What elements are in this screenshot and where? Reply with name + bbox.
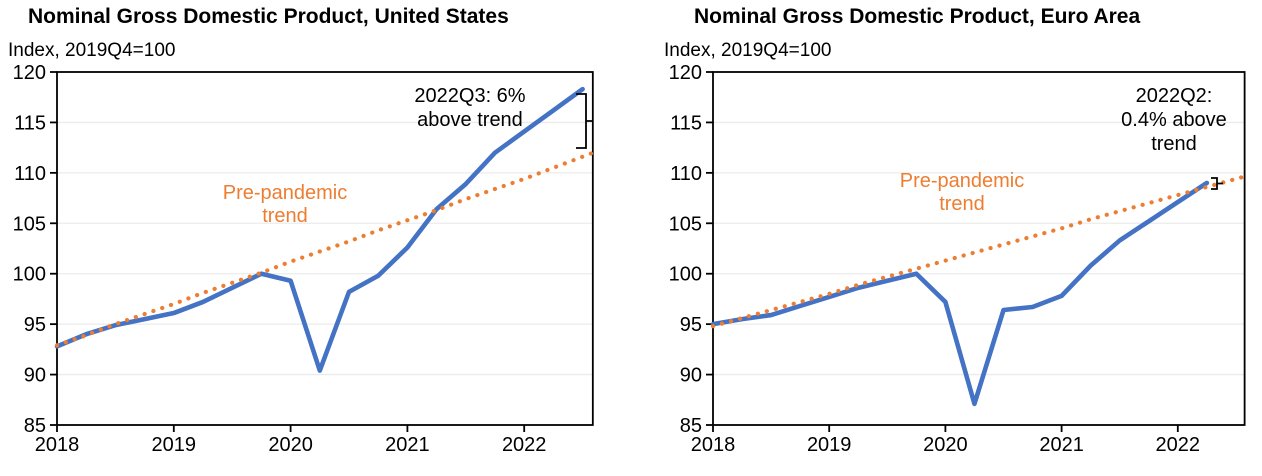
svg-text:2021: 2021 [1039,434,1084,456]
chart-euro-area: Nominal Gross Domestic Product, Euro Are… [631,0,1262,476]
svg-text:120: 120 [13,62,46,84]
svg-text:2020: 2020 [923,434,968,456]
svg-text:85: 85 [680,415,702,437]
gap-annotation: 2022Q3: 6% above trend [414,85,526,131]
trend-label: Pre-pandemic trend [899,170,1025,215]
svg-text:2019: 2019 [152,434,197,456]
svg-text:115: 115 [670,112,702,134]
line-chart-plot: 85 90 95 100 105 110 115 120 2018 2019 2020 2021 202… [669,62,1247,456]
chart-title: Nominal Gross Domestic Product, United S… [28,5,509,28]
axis-units-label: Index, 2019Q4=100 [664,40,832,61]
svg-text:95: 95 [24,314,46,336]
svg-text:105: 105 [13,213,46,235]
svg-text:2018: 2018 [35,434,80,456]
axis-units-label: Index, 2019Q4=100 [8,40,176,61]
svg-text:120: 120 [669,62,702,84]
svg-text:85: 85 [24,415,46,437]
line-chart-plot: 85 90 95 100 105 110 115 120 2018 2019 2020 2021 202… [13,62,595,456]
trend-label: Pre-pandemic trend [222,182,348,227]
svg-text:2022: 2022 [1156,434,1201,456]
svg-text:115: 115 [14,112,46,134]
chart-title: Nominal Gross Domestic Product, Euro Are… [694,5,1141,28]
svg-text:2021: 2021 [385,434,430,456]
chart-us: Nominal Gross Domestic Product, United S… [8,5,595,456]
svg-text:100: 100 [13,264,46,286]
svg-text:2022: 2022 [502,434,547,456]
svg-text:95: 95 [680,314,702,336]
svg-text:2020: 2020 [268,434,313,456]
svg-text:90: 90 [24,365,46,387]
gap-annotation: 2022Q2: 0.4% above trend [1121,85,1227,155]
svg-text:100: 100 [669,264,702,286]
svg-text:110: 110 [14,163,46,185]
svg-text:2019: 2019 [807,434,852,456]
svg-text:2018: 2018 [691,434,736,456]
svg-text:110: 110 [670,163,702,185]
svg-text:90: 90 [680,365,702,387]
svg-text:105: 105 [669,213,702,235]
